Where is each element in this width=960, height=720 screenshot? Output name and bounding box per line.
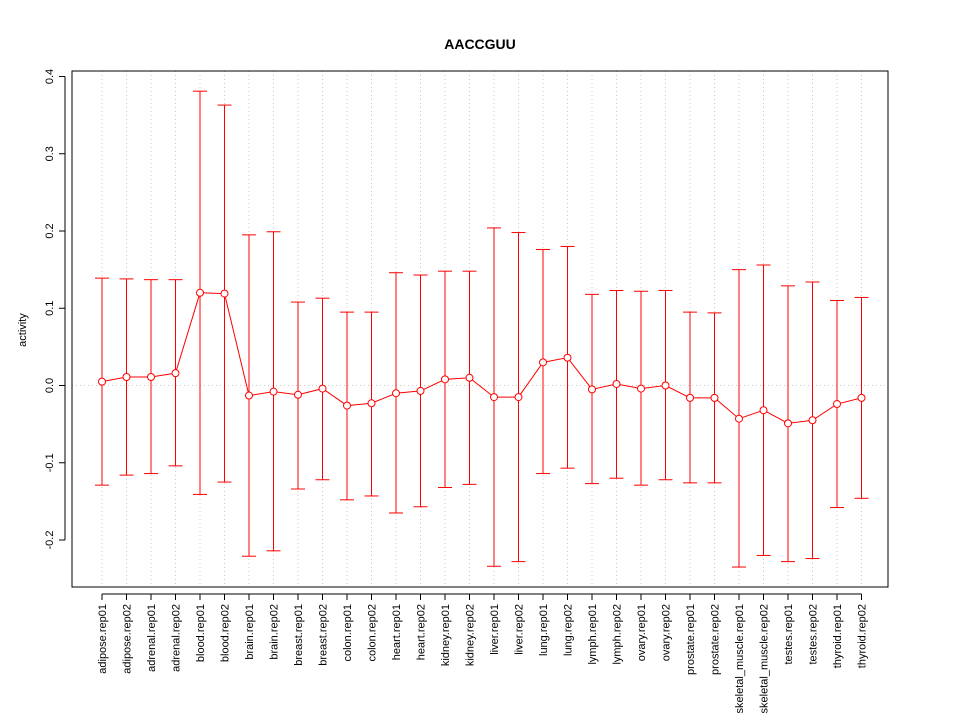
data-point xyxy=(686,393,694,402)
y-tick-label: -0.1 xyxy=(44,453,56,472)
x-axis: adipose.rep01 adipose.rep02 adrenal.rep01 a… xyxy=(97,593,869,713)
y-tick-label: 0.1 xyxy=(44,301,56,316)
data-point xyxy=(269,387,278,396)
data-point xyxy=(735,414,743,423)
data-point xyxy=(367,399,376,408)
x-tick-label: brain.rep01 xyxy=(244,604,256,660)
x-tick-label: colon.rep01 xyxy=(342,604,354,662)
x-tick-label: adipose.rep02 xyxy=(122,604,134,674)
data-point xyxy=(588,385,596,394)
x-tick-label: liver.rep02 xyxy=(514,604,526,655)
x-tick-label: adrenal.rep02 xyxy=(171,604,183,672)
y-tick-label: 0.2 xyxy=(44,223,56,238)
data-point xyxy=(808,416,817,425)
data-point xyxy=(759,406,768,415)
x-tick-label: blood.rep01 xyxy=(195,604,207,662)
data-point xyxy=(857,393,866,402)
x-tick-label: ovary.rep01 xyxy=(636,604,648,661)
y-axis: -0.2 -0.1 0.0 0.1 0.2 0.3 0.4 xyxy=(44,69,66,550)
x-tick-label: testes.rep01 xyxy=(783,604,795,665)
y-tick-label: 0.4 xyxy=(44,69,56,84)
grid-lines xyxy=(72,71,888,587)
y-tick-label: -0.2 xyxy=(44,531,56,550)
x-tick-label: prostate.rep02 xyxy=(710,604,722,675)
chart-title: AACCGUU xyxy=(444,36,516,52)
x-tick-label: lung.rep01 xyxy=(538,604,550,656)
data-point xyxy=(710,393,719,402)
data-point xyxy=(612,379,621,388)
x-tick-label: ovary.rep02 xyxy=(661,604,673,661)
x-tick-label: lung.rep02 xyxy=(563,604,575,656)
y-tick-label: 0.0 xyxy=(44,378,56,393)
x-tick-label: adipose.rep01 xyxy=(97,604,109,674)
plot-frame xyxy=(71,70,889,588)
x-tick-label: adrenal.rep01 xyxy=(146,604,158,672)
x-tick-label: thyroid.rep01 xyxy=(832,604,844,668)
series-line xyxy=(101,292,862,424)
data-point xyxy=(294,390,302,399)
x-tick-label: prostate.rep01 xyxy=(685,604,697,675)
data-point xyxy=(833,400,841,409)
x-tick-label: lymph.rep01 xyxy=(587,604,599,665)
data-point xyxy=(392,389,400,398)
x-tick-label: skeletal_muscle.rep01 xyxy=(734,604,746,713)
data-point xyxy=(416,386,425,395)
data-point xyxy=(514,393,523,402)
x-tick-label: kidney.rep02 xyxy=(465,604,477,666)
data-point xyxy=(245,391,253,400)
y-axis-label: activity xyxy=(17,313,29,347)
y-tick-label: 0.3 xyxy=(44,146,56,161)
x-tick-label: brain.rep02 xyxy=(269,604,281,660)
x-tick-label: heart.rep01 xyxy=(391,604,403,660)
x-tick-label: skeletal_muscle.rep02 xyxy=(759,604,771,713)
data-point xyxy=(318,384,327,393)
data-point xyxy=(343,401,351,410)
activity-series xyxy=(95,90,869,568)
data-point xyxy=(637,384,645,393)
x-tick-label: liver.rep01 xyxy=(489,604,501,655)
data-point xyxy=(441,375,449,384)
data-point xyxy=(220,289,229,298)
x-tick-label: lymph.rep02 xyxy=(612,604,624,665)
x-tick-label: heart.rep02 xyxy=(416,604,428,660)
data-point xyxy=(539,358,547,367)
data-point xyxy=(171,369,180,378)
data-point xyxy=(661,381,670,390)
x-tick-label: kidney.rep01 xyxy=(440,604,452,666)
data-point xyxy=(784,419,792,428)
x-tick-label: breast.rep01 xyxy=(293,604,305,666)
data-point xyxy=(563,353,572,362)
x-tick-label: breast.rep02 xyxy=(318,604,330,666)
data-point xyxy=(196,288,204,297)
data-point xyxy=(98,377,106,386)
data-point xyxy=(122,373,131,382)
x-tick-label: testes.rep02 xyxy=(808,604,820,665)
x-tick-label: blood.rep02 xyxy=(220,604,232,662)
x-tick-label: thyroid.rep02 xyxy=(857,604,869,668)
data-point xyxy=(490,393,498,402)
data-point xyxy=(147,373,155,382)
x-tick-label: colon.rep02 xyxy=(367,604,379,662)
data-point xyxy=(465,373,474,382)
